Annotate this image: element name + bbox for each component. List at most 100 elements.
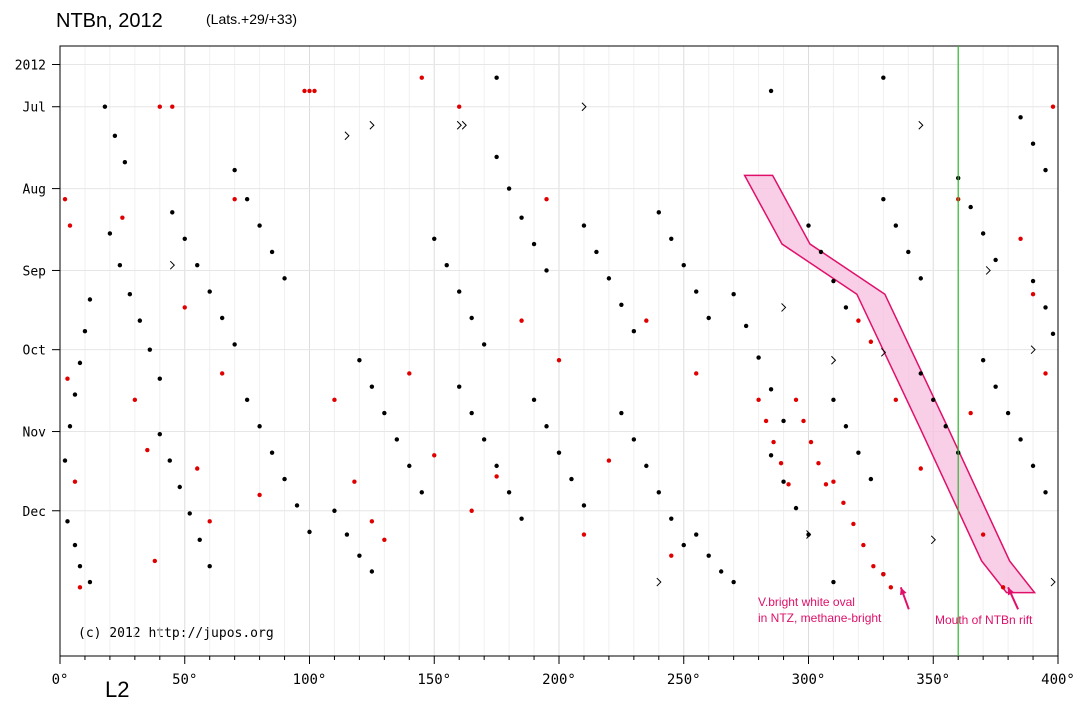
data-point-black [706,315,711,321]
data-point-black [457,384,462,389]
data-point-black [494,463,499,469]
x-tick-label: 50° [172,672,197,688]
data-point-red [419,75,424,80]
data-point-red [771,439,776,445]
data-point-black [344,532,350,537]
data-point-black [806,223,811,228]
data-point-black [407,463,412,469]
data-point-chevron [930,535,936,545]
data-point-chevron [169,260,175,270]
data-point-red [157,104,162,109]
data-point-black [369,384,375,389]
data-point-red [182,305,187,310]
data-point-red [694,371,699,376]
data-point-red [888,585,894,590]
data-point-chevron [344,131,350,141]
data-point-red [980,532,986,537]
data-point-black [531,241,537,247]
data-point-red [1018,236,1023,241]
data-point-black [432,236,437,241]
data-point-chevron [918,120,924,130]
data-point-black [681,262,686,268]
data-point-red [232,196,237,202]
x-tick-label: 0° [52,672,69,688]
data-point-red [170,104,175,109]
data-point-red [801,418,806,424]
data-point-red [332,397,337,403]
data-point-black [793,505,799,511]
data-point-red [918,466,923,471]
data-point-chevron [656,577,662,587]
data-point-black [257,223,262,228]
data-point-black [232,342,237,347]
data-point-black [993,257,998,263]
data-point-black [731,579,736,585]
data-point-black [481,342,487,347]
data-point-black [207,564,212,569]
data-point-black [694,532,699,537]
data-point-red [77,585,83,590]
data-point-black [581,503,587,508]
data-point-black [656,210,661,215]
data-point-black [219,315,225,321]
data-point-black [207,289,212,294]
data-point-black [1018,437,1023,442]
data-point-red [816,461,821,466]
data-point-black [968,204,973,210]
data-point-black [943,424,948,429]
data-point-black [544,268,549,273]
data-point-black [881,75,886,80]
data-point-black [831,397,836,403]
data-point-chevron [985,266,991,275]
data-point-black [818,249,824,255]
data-point-red [581,532,587,537]
data-point-black [137,318,143,323]
data-point-black [282,476,287,482]
data-point-black [394,437,400,442]
data-point-red [302,88,307,94]
data-point-black [619,410,624,416]
data-point-red [868,339,874,344]
x-tick-label: 350° [916,672,950,688]
data-point-red [861,542,866,548]
data-point-red [407,371,412,376]
data-point-red [369,519,375,524]
data-point-red [132,397,138,403]
data-point-chevron [880,347,887,357]
data-point-red [756,397,761,403]
data-point-black [469,410,474,416]
data-point-black [357,358,362,363]
data-point-black [544,424,549,429]
data-point-black [117,262,123,268]
data-point-black [531,397,537,403]
y-tick-label: Aug [23,183,46,198]
data-point-black [918,371,923,376]
data-point-black [906,249,911,255]
axes-layer: 0° 50° 100° 150° 200° 250° 300° 350° 400° 2012 Jul… [15,45,1075,688]
data-point-red [644,318,649,323]
data-point-chevron [581,102,587,112]
x-axis-label: L2 [105,677,129,702]
data-point-black [182,236,187,241]
x-tick-label: 400° [1041,672,1075,688]
data-point-red [556,358,562,363]
data-point-black [768,453,774,458]
data-point-black [82,328,88,334]
annotation-layer: V.bright white oval in NTZ, methane-brigh… [758,586,1033,627]
data-point-red [432,453,437,458]
data-point-black [594,249,599,255]
data-point-black [581,223,587,228]
data-point-black [257,424,262,429]
data-point-red [67,223,73,228]
data-point-red [72,479,78,484]
chart-subtitle: (Lats.+29/+33) [206,11,297,27]
data-point-black [631,437,637,442]
y-tick-label: Dec [23,505,46,520]
data-point-black [457,289,462,294]
data-point-red [257,492,262,498]
data-point-chevron [1030,345,1036,355]
data-point-black [619,302,624,307]
data-point-black [1043,305,1048,310]
data-point-black [1005,410,1011,416]
data-point-black [187,511,192,516]
